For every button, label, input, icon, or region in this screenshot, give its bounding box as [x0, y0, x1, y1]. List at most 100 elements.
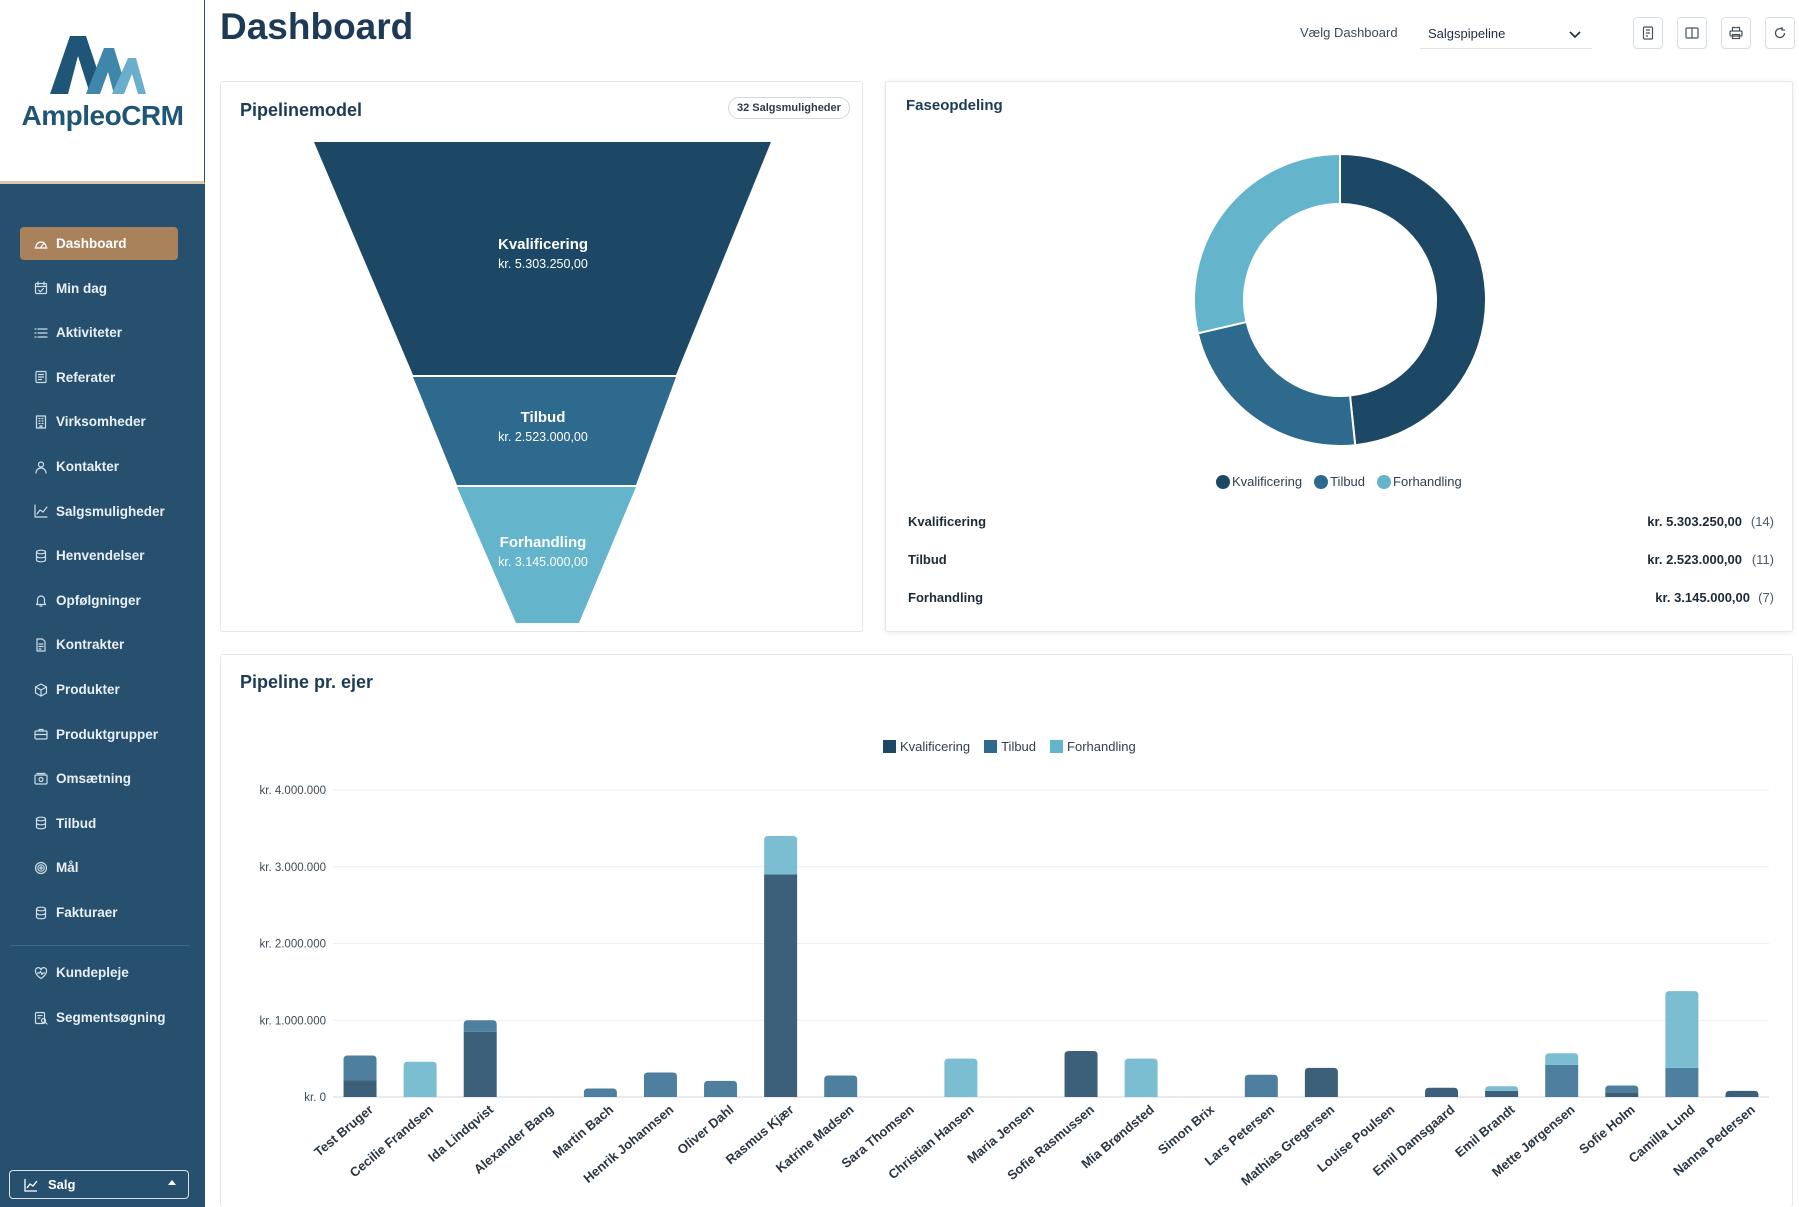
calendar-check-icon: [34, 281, 48, 295]
bar-tilbud[interactable]: [1244, 1074, 1278, 1097]
bar-kvalificering[interactable]: [1485, 1090, 1519, 1097]
bar-forhandling[interactable]: [403, 1061, 437, 1097]
bar-kvalificering[interactable]: [1064, 1050, 1098, 1097]
print-button[interactable]: [1721, 17, 1751, 49]
sidebar-item-label: Segmentsøgning: [56, 1010, 166, 1025]
user-icon: [34, 460, 48, 474]
mode-select[interactable]: Salg: [9, 1170, 189, 1199]
phase-count: (14): [1750, 514, 1774, 529]
legend-item-tilbud[interactable]: Tilbud: [1314, 474, 1365, 489]
mode-select-value: Salg: [48, 1177, 76, 1192]
bar-kvalificering[interactable]: [1425, 1087, 1459, 1097]
bar-kvalificering[interactable]: [463, 1031, 497, 1097]
legend-label: Forhandling: [1393, 474, 1462, 489]
bar-tilbud[interactable]: [704, 1080, 738, 1097]
cash-icon: [34, 772, 48, 786]
bar-tilbud[interactable]: [1545, 1064, 1579, 1097]
legend-swatch: [1377, 474, 1392, 489]
funnel-stage-value: kr. 2.523.000,00: [498, 430, 588, 444]
sidebar-item-tilbud[interactable]: Tilbud: [20, 807, 178, 840]
sidebar-item-omsætning[interactable]: Omsætning: [20, 762, 178, 795]
y-tick-label: kr. 0: [304, 1092, 326, 1104]
bar-forhandling[interactable]: [1485, 1086, 1519, 1091]
x-tick-label: Test Bruger: [311, 1102, 376, 1160]
sidebar-item-label: Kundepleje: [56, 965, 129, 980]
sidebar-item-referater[interactable]: Referater: [20, 361, 178, 394]
phase-value: kr. 3.145.000,00: [1655, 590, 1750, 605]
sidebar-item-aktiviteter[interactable]: Aktiviteter: [20, 316, 178, 349]
sidebar-item-label: Produkter: [56, 682, 120, 697]
donut-slice-tilbud[interactable]: [1196, 320, 1357, 447]
logo[interactable]: AmpleoCRM: [0, 0, 205, 184]
sidebar-item-label: Kontrakter: [56, 637, 125, 653]
sidebar-item-dashboard[interactable]: Dashboard: [20, 227, 178, 260]
legend-item-forhandling[interactable]: Forhandling: [1377, 474, 1462, 489]
bar-kvalificering[interactable]: [1725, 1090, 1759, 1097]
legend-item-forhandling[interactable]: Forhandling: [1050, 739, 1136, 754]
report-button[interactable]: [1633, 17, 1663, 49]
sidebar-item-kontrakter[interactable]: Kontrakter: [20, 628, 178, 661]
funnel-stage-name: Kvalificering: [497, 236, 589, 253]
bar-tilbud[interactable]: [583, 1088, 617, 1097]
sidebar-item-virksomheder[interactable]: Virksomheder: [20, 405, 178, 438]
sidebar-item-label: Dashboard: [56, 236, 127, 251]
phase-row: Tilbud kr. 2.523.000,00 (11): [908, 552, 1774, 572]
bar-forhandling[interactable]: [944, 1058, 978, 1097]
bar-forhandling[interactable]: [1124, 1058, 1158, 1097]
pipeline-funnel: [314, 142, 771, 623]
legend-item-kvalificering[interactable]: Kvalificering: [883, 739, 970, 754]
sidebar-item-henvendelser[interactable]: Henvendelser: [20, 539, 178, 572]
dashboard-select[interactable]: Salgspipeline: [1420, 19, 1592, 49]
legend-swatch: [984, 740, 998, 753]
segment-search-icon: [34, 1011, 48, 1025]
database-icon: [34, 816, 48, 830]
bar-forhandling[interactable]: [1665, 991, 1699, 1068]
phase-value: kr. 2.523.000,00: [1647, 552, 1742, 567]
sidebar-item-salgsmuligheder[interactable]: Salgsmuligheder: [20, 495, 178, 528]
sidebar-item-min-dag[interactable]: Min dag: [20, 272, 178, 305]
bar-tilbud[interactable]: [1665, 1067, 1699, 1097]
bar-tilbud[interactable]: [463, 1020, 497, 1032]
donut-slice-forhandling[interactable]: [1193, 152, 1341, 335]
owner-pipeline-card: Pipeline pr. ejer Kvalificering Tilbud F…: [220, 654, 1793, 1207]
bar-tilbud[interactable]: [824, 1075, 858, 1097]
layout-button[interactable]: [1677, 17, 1707, 49]
legend-swatch: [1050, 740, 1064, 753]
funnel-stage-forhandling[interactable]: [457, 487, 636, 623]
owner-chart-legend: Kvalificering Tilbud Forhandling: [883, 739, 1148, 754]
sidebar-item-segmentsøgning[interactable]: Segmentsøgning: [20, 1001, 178, 1034]
sidebar-item-label: Opfølgninger: [56, 592, 141, 608]
legend-item-kvalificering[interactable]: Kvalificering: [1216, 474, 1302, 489]
x-tick-label: Sofie Holm: [1576, 1102, 1638, 1157]
funnel-stage-kvalificering[interactable]: [314, 142, 771, 375]
refresh-button[interactable]: [1765, 17, 1795, 49]
bar-forhandling[interactable]: [764, 836, 798, 875]
legend-label: Tilbud: [1330, 474, 1366, 489]
bar-kvalificering[interactable]: [764, 874, 798, 1097]
bar-kvalificering[interactable]: [1304, 1067, 1338, 1097]
bar-kvalificering[interactable]: [343, 1080, 377, 1097]
sidebar-item-produktgrupper[interactable]: Produktgrupper: [20, 718, 178, 751]
funnel-stage-tilbud[interactable]: [413, 377, 676, 485]
funnel-label-tilbud: Tilbud kr. 2.523.000,00: [393, 409, 693, 444]
funnel-label-kvalificering: Kvalificering kr. 5.303.250,00: [393, 236, 693, 271]
dashboard-select-value: Salgspipeline: [1428, 26, 1506, 41]
bar-tilbud[interactable]: [343, 1055, 377, 1081]
sidebar-item-mål[interactable]: Mål: [20, 851, 178, 884]
bar-tilbud[interactable]: [1605, 1085, 1639, 1093]
bar-kvalificering[interactable]: [1605, 1092, 1639, 1097]
bar-tilbud[interactable]: [643, 1072, 677, 1097]
donut-slice-kvalificering[interactable]: [1339, 152, 1487, 447]
phase-row: Forhandling kr. 3.145.000,00 (7): [908, 590, 1774, 610]
sidebar-item-fakturaer[interactable]: Fakturaer: [20, 896, 178, 929]
box-icon: [34, 682, 48, 697]
sidebar-item-kundepleje[interactable]: Kundepleje: [20, 956, 178, 989]
sidebar-item-produkter[interactable]: Produkter: [20, 673, 178, 706]
legend-label: Kvalificering: [900, 739, 971, 754]
owner-bar-chart: kr. 0 kr. 1.000.000 kr. 2.000.000 kr. 3.000…: [260, 785, 1769, 1189]
funnel-stage-value: kr. 5.303.250,00: [498, 257, 588, 271]
sidebar-item-opfølgninger[interactable]: Opfølgninger: [20, 584, 178, 617]
bar-forhandling[interactable]: [1545, 1053, 1579, 1065]
sidebar-item-kontakter[interactable]: Kontakter: [20, 450, 178, 483]
legend-item-tilbud[interactable]: Tilbud: [984, 739, 1036, 754]
